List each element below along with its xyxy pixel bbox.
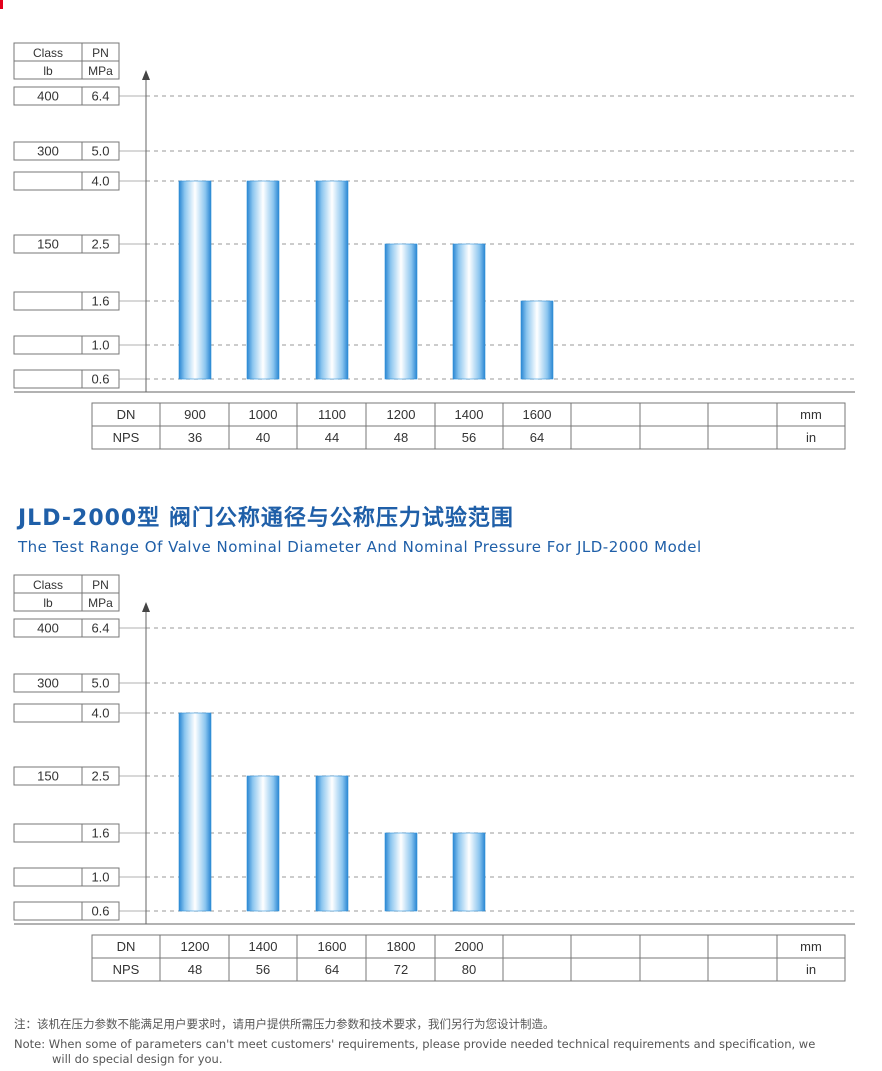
dn-value: 1200 [181, 939, 210, 954]
red-corner-marker [0, 0, 3, 9]
axis-header-class-label: Class [33, 578, 63, 592]
y-pn-tick-label: 2.5 [91, 769, 109, 784]
chart-bottom-svg: Class PN lb MPa 400 6.4 300 5.0 4.0 150 2.5 1.6 1.0 0… [13, 574, 855, 982]
nps-value: 48 [188, 962, 202, 977]
y-pn-tick-label: 5.0 [91, 144, 109, 159]
chart-bottom: Class PN lb MPa 400 6.4 300 5.0 4.0 150 2.5 1.6 1.0 0… [0, 532, 882, 992]
bar-1400 [246, 775, 280, 912]
axis-header-class-label: Class [33, 46, 63, 60]
bar-1200 [384, 243, 418, 380]
chart-top-svg: Class PN lb MPa 400 6.4 300 5.0 4.0 150 2.5 1.6 1.0 0… [13, 42, 855, 450]
nps-value: 64 [530, 430, 544, 445]
heading-title-cn: JLD-2000型 阀门公称通径与公称压力试验范围 [18, 506, 514, 531]
y-pn-tick-label: 4.0 [91, 174, 109, 189]
y-class-tick-label: 400 [37, 621, 59, 636]
dn-value: 2000 [455, 939, 484, 954]
y-pn-tick-label: 1.6 [91, 826, 109, 841]
y-class-tick-label: 300 [37, 144, 59, 159]
nps-value: 72 [394, 962, 408, 977]
nps-value: 44 [325, 430, 339, 445]
y-pn-tick-label: 2.5 [91, 237, 109, 252]
axis-header-pn-unit: MPa [88, 64, 113, 78]
axis-header-class-unit: lb [43, 596, 53, 610]
axis-header-pn-label: PN [92, 578, 109, 592]
dn-value: 1000 [249, 407, 278, 422]
dn-unit: mm [800, 407, 822, 422]
nps-unit: in [806, 430, 816, 445]
axis-header-pn-unit: MPa [88, 596, 113, 610]
y-pn-tick-label: 4.0 [91, 706, 109, 721]
nps-row-label: NPS [113, 430, 140, 445]
y-class-tick-label: 150 [37, 769, 59, 784]
y-class-tick-label: 150 [37, 237, 59, 252]
dn-row-label: DN [117, 939, 136, 954]
note-cn: 注：该机在压力参数不能满足用户要求时，请用户提供所需压力参数和技术要求，我们另行… [14, 1017, 555, 1031]
note-en-line1: Note: When some of parameters can't meet… [14, 1037, 816, 1051]
y-pn-tick-label: 0.6 [91, 904, 109, 919]
y-pn-tick-label: 6.4 [91, 89, 109, 104]
bar-1000 [246, 180, 280, 380]
bar-1600 [520, 300, 554, 380]
bar-1400 [452, 243, 486, 380]
dn-value: 1800 [387, 939, 416, 954]
nps-value: 40 [256, 430, 270, 445]
bar-900 [178, 180, 212, 380]
heading-title-en: The Test Range Of Valve Nominal Diameter… [18, 538, 702, 556]
y-class-tick-label: 300 [37, 676, 59, 691]
y-pn-tick-label: 1.6 [91, 294, 109, 309]
dn-value: 1400 [455, 407, 484, 422]
bar-2000 [452, 832, 486, 912]
dn-value: 900 [184, 407, 206, 422]
y-pn-tick-label: 1.0 [91, 870, 109, 885]
axis-header-class-unit: lb [43, 64, 53, 78]
nps-value: 48 [394, 430, 408, 445]
nps-value: 36 [188, 430, 202, 445]
dn-unit: mm [800, 939, 822, 954]
y-pn-tick-label: 0.6 [91, 372, 109, 387]
y-axis-arrow [142, 602, 150, 612]
nps-value: 56 [256, 962, 270, 977]
nps-unit: in [806, 962, 816, 977]
dn-value: 1600 [318, 939, 347, 954]
bar-1200 [178, 712, 212, 912]
footnote: 注：该机在压力参数不能满足用户要求时，请用户提供所需压力参数和技术要求，我们另行… [14, 1016, 872, 1067]
nps-row-label: NPS [113, 962, 140, 977]
y-class-tick-label: 400 [37, 89, 59, 104]
axis-header-pn-label: PN [92, 46, 109, 60]
dn-value: 1100 [318, 407, 346, 422]
y-pn-tick-label: 6.4 [91, 621, 109, 636]
dn-value: 1600 [523, 407, 552, 422]
dn-value: 1200 [387, 407, 416, 422]
nps-value: 56 [462, 430, 476, 445]
dn-row-label: DN [117, 407, 136, 422]
bar-1600 [315, 775, 349, 912]
y-axis-arrow [142, 70, 150, 80]
y-pn-tick-label: 5.0 [91, 676, 109, 691]
nps-value: 80 [462, 962, 476, 977]
note-en-line2: will do special design for you. [52, 1052, 223, 1066]
bar-1100 [315, 180, 349, 380]
section-heading: JLD-2000型 阀门公称通径与公称压力试验范围 The Test Range… [18, 500, 878, 556]
dn-value: 1400 [249, 939, 278, 954]
chart-top: Class PN lb MPa 400 6.4 300 5.0 4.0 150 2.5 1.6 1.0 0… [0, 0, 882, 460]
y-pn-tick-label: 1.0 [91, 338, 109, 353]
nps-value: 64 [325, 962, 339, 977]
bar-1800 [384, 832, 418, 912]
